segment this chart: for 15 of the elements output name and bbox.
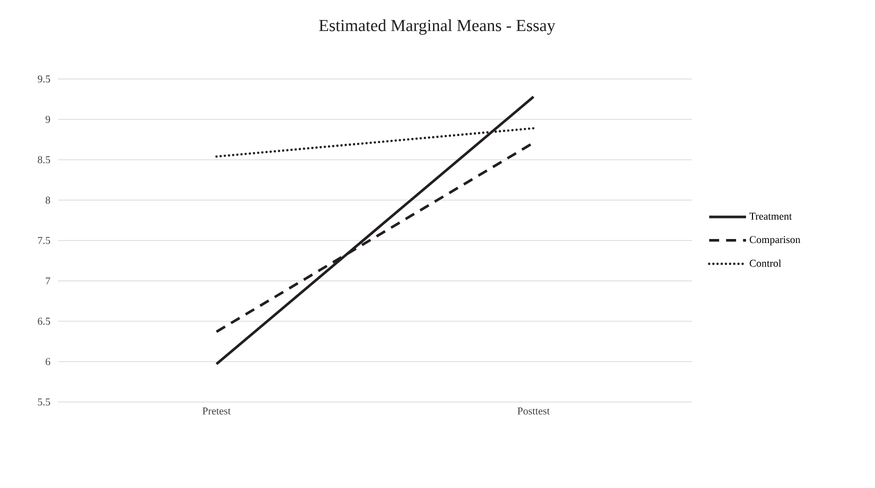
y-tick-label: 9.5 bbox=[38, 75, 50, 83]
x-tick-label: Pretest bbox=[202, 408, 231, 414]
x-tick-label: Posttest bbox=[518, 408, 550, 414]
y-tick-label: 7.5 bbox=[38, 237, 50, 244]
y-tick-label: 7 bbox=[46, 277, 50, 284]
legend-label: Treatment bbox=[750, 212, 792, 220]
y-tick-label: 8.5 bbox=[38, 156, 50, 164]
y-tick-label: 6 bbox=[46, 358, 50, 366]
legend-label: Comparison bbox=[750, 236, 800, 246]
chart-title: Estimated Marginal Means - Essay bbox=[319, 19, 556, 35]
legend-label: Control bbox=[750, 259, 782, 267]
y-tick-label: 9 bbox=[46, 116, 50, 123]
y-tick-label: 5.5 bbox=[38, 398, 50, 406]
y-tick-label: 8 bbox=[46, 196, 50, 204]
y-tick-label: 6.5 bbox=[38, 318, 50, 325]
